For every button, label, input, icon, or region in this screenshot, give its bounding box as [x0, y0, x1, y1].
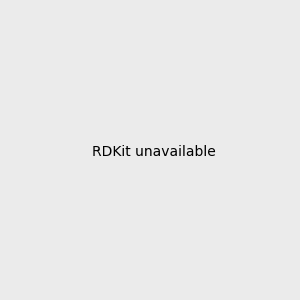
Text: RDKit unavailable: RDKit unavailable	[92, 145, 216, 158]
